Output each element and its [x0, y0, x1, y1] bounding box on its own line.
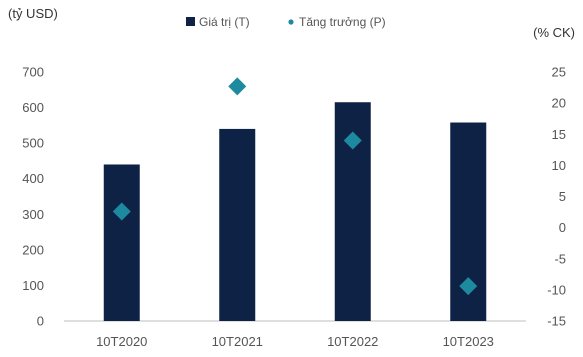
y-right-tick-label: 25 — [552, 65, 566, 80]
y-left-tick-label: 400 — [22, 171, 44, 186]
growth-point-10t2023 — [459, 277, 478, 296]
right-axis-title: (% CK) — [533, 25, 575, 40]
y-left-tick-label: 700 — [22, 65, 44, 80]
growth-points — [112, 77, 478, 296]
x-tick-label: 10T2023 — [443, 334, 494, 349]
y-left-tick-label: 0 — [37, 314, 44, 329]
y-right-tick-label: 20 — [552, 96, 566, 111]
bars — [103, 102, 487, 321]
bar-10t2020 — [103, 164, 140, 321]
y-right-tick-label: -10 — [547, 282, 566, 297]
legend: Giá trị (T) Tăng trưởng (P) — [186, 15, 386, 29]
y-right-tick-label: -15 — [547, 314, 566, 329]
growth-point-10t2021 — [228, 77, 247, 96]
y-left-tick-label: 200 — [22, 242, 44, 257]
y-right-tick-label: 5 — [559, 189, 566, 204]
x-tick-label: 10T2021 — [212, 334, 263, 349]
legend-label-value: Giá trị (T) — [199, 15, 250, 29]
y-right-tick-label: -5 — [554, 251, 566, 266]
y-left-tick-label: 100 — [22, 278, 44, 293]
legend-swatch-growth — [288, 19, 294, 25]
y-left-tick-label: 500 — [22, 136, 44, 151]
x-axis: 10T2020 10T2021 10T2022 10T2023 — [96, 334, 494, 349]
growth-point-10t2020 — [112, 202, 131, 221]
y-right-tick-label: 0 — [559, 220, 566, 235]
x-tick-label: 10T2022 — [327, 334, 378, 349]
y-right-tick-label: 10 — [552, 158, 566, 173]
bar-10t2021 — [219, 128, 256, 321]
x-tick-label: 10T2020 — [96, 334, 147, 349]
legend-label-growth: Tăng trưởng (P) — [299, 15, 386, 29]
y-left-tick-label: 300 — [22, 207, 44, 222]
left-axis-title: (tỷ USD) — [8, 6, 58, 21]
y-right-tick-label: 15 — [552, 127, 566, 142]
left-axis: 0 100 200 300 400 500 600 700 — [22, 65, 44, 329]
y-left-tick-label: 600 — [22, 100, 44, 115]
legend-swatch-value — [186, 17, 195, 26]
right-axis: -15 -10 -5 0 5 10 15 20 25 — [547, 65, 566, 329]
growth-point-10t2022 — [343, 131, 362, 150]
